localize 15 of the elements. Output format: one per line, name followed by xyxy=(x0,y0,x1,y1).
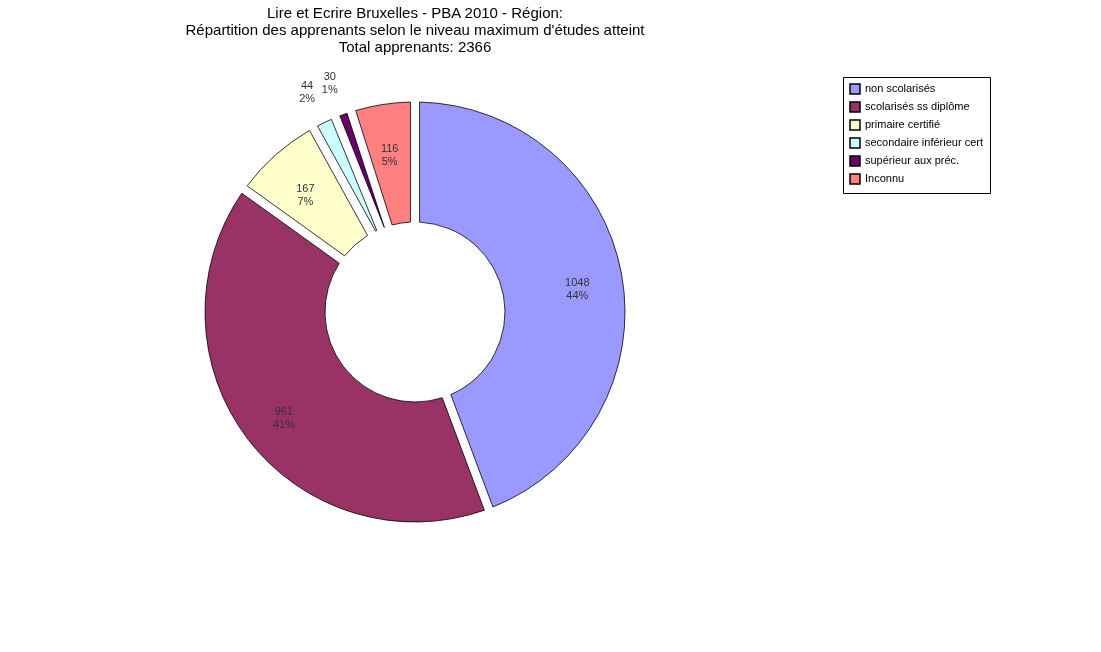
legend-label: Inconnu xyxy=(865,172,905,184)
legend-label: supérieur aux préc. xyxy=(865,154,960,166)
legend-label: non scolarisés xyxy=(865,82,936,94)
data-label: 961 41% xyxy=(272,405,296,431)
data-label: 1048 44% xyxy=(565,275,590,301)
data-label: 44 2% xyxy=(299,79,316,105)
text: Lire et Ecrire Bruxelles - PBA 2010 - Région: xyxy=(267,3,563,21)
data-label: 167 7% xyxy=(296,181,315,207)
data-label: 116 5% xyxy=(380,141,399,167)
legend-label: secondaire inférieur cert xyxy=(865,136,984,148)
data-label: 30 1% xyxy=(321,69,338,95)
legend-label: scolarisés ss diplôme xyxy=(865,100,970,112)
legend-label: primaire certifié xyxy=(865,118,941,130)
text: Répartition des apprenants selon le niveau maximum d'études atteint xyxy=(185,20,645,38)
text: Total apprenants: 2366 xyxy=(338,37,492,55)
